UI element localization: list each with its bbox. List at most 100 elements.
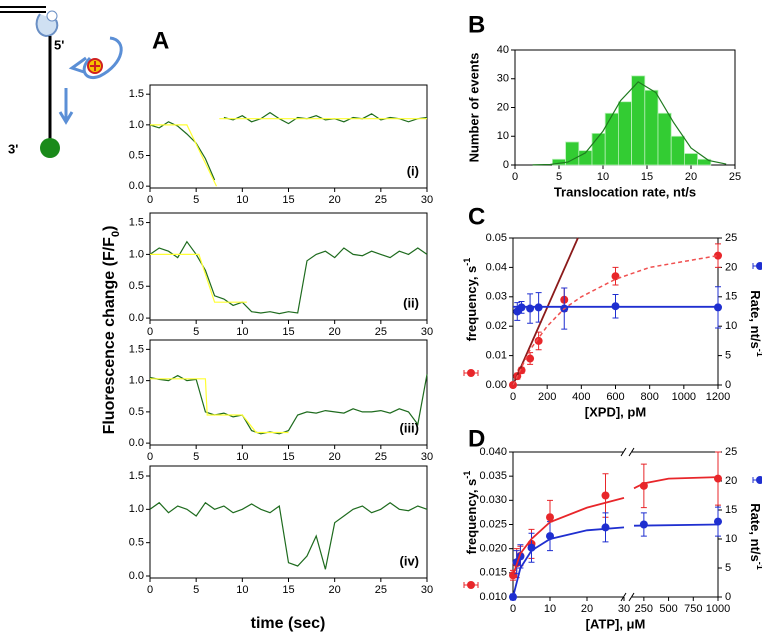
data-point — [639, 520, 648, 529]
y-axis-title-part: 0 — [110, 231, 122, 237]
series-line — [149, 240, 428, 315]
x-tick-label: 25 — [375, 326, 387, 338]
y-axis-title: frequency, s-1 — [462, 258, 479, 342]
x-tick-label: 20 — [329, 194, 341, 206]
y-tick-label: 1.0 — [129, 503, 144, 515]
y2-tick-label: 10 — [725, 533, 737, 545]
histogram-bar — [644, 89, 659, 166]
x-tick-label: 20 — [329, 326, 341, 338]
y-tick-label: 0.010 — [479, 591, 507, 603]
data-point — [601, 491, 610, 500]
y-tick-label: 1.0 — [129, 248, 144, 260]
x-tick-label: 250 — [635, 603, 653, 615]
x-tick-label: 5 — [193, 451, 199, 463]
x-tick-label: 200 — [538, 391, 556, 403]
data-point — [714, 251, 722, 260]
y-axis-title-part: frequency, s — [464, 479, 479, 555]
x-tick-label: 5 — [193, 326, 199, 338]
y-tick-label: 30 — [497, 73, 509, 85]
x-tick-label: 0 — [510, 603, 516, 615]
x-tick-label: 30 — [618, 603, 630, 615]
x-tick-label: 15 — [282, 584, 294, 596]
bead — [40, 138, 60, 158]
y2-tick-label: 15 — [725, 291, 737, 303]
y-tick-label: 1.5 — [129, 343, 144, 355]
y-tick-label: 0.5 — [129, 406, 144, 418]
y-tick-label: 0.5 — [129, 280, 144, 292]
x-tick-label: 10 — [236, 194, 248, 206]
histogram-bar — [657, 112, 672, 166]
axis-break — [620, 447, 635, 602]
direction-arrow — [58, 88, 74, 125]
y-tick-label: 40 — [497, 44, 509, 56]
x-tick-label: 10 — [236, 326, 248, 338]
panel-annotation: (i) — [407, 163, 419, 178]
y2-axis-title-part: Rate, nt/s — [748, 290, 762, 349]
x-tick-label: 10 — [236, 451, 248, 463]
y2-tick-label: 25 — [725, 446, 737, 458]
y-tick-label: 0.0 — [129, 437, 144, 449]
histogram-bar — [670, 135, 685, 166]
x-tick-label: 5 — [556, 171, 562, 183]
x-tick-label: 20 — [329, 451, 341, 463]
x-tick-label: 15 — [282, 326, 294, 338]
x-tick-label: 0 — [147, 584, 153, 596]
y2-tick-label: 0 — [725, 591, 731, 603]
series-line — [532, 81, 727, 166]
axis-frame — [149, 84, 428, 189]
y-tick-label: 0.03 — [486, 291, 507, 303]
x-tick-label: 0 — [147, 451, 153, 463]
y-tick-label: 1.5 — [129, 88, 144, 100]
five-prime: 5' — [54, 37, 64, 52]
anchor — [46, 10, 58, 22]
series-line — [633, 523, 719, 527]
x-tick-label: 10 — [236, 584, 248, 596]
x-tick-label: 10 — [544, 603, 556, 615]
x-tick-label: 15 — [282, 194, 294, 206]
three-prime: 3' — [8, 141, 18, 156]
y-axis-title: Fluorescence change (F/F0) — [101, 226, 122, 435]
x-tick-label: 15 — [282, 451, 294, 463]
x-tick-label: 15 — [641, 171, 653, 183]
panel-label: D — [468, 425, 485, 452]
y2-tick-label: 20 — [725, 261, 737, 273]
y-tick-label: 0.015 — [479, 567, 507, 579]
x-tick-label: 1000 — [672, 391, 696, 403]
y2-tick-label: 20 — [725, 475, 737, 487]
y-axis-title: Number of events — [466, 53, 481, 163]
x-tick-label: 25 — [729, 171, 741, 183]
x-tick-label: 25 — [375, 451, 387, 463]
y-tick-label: 0.035 — [479, 470, 507, 482]
panel-annotation: (iii) — [400, 420, 420, 435]
y-axis-title-part: -1 — [462, 471, 472, 479]
y-tick-label: 10 — [497, 130, 509, 142]
panel-label: A — [152, 27, 169, 54]
series-line — [149, 501, 428, 570]
y-tick-label: 1.0 — [129, 119, 144, 131]
histogram-bar — [604, 112, 619, 166]
x-tick-label: 5 — [193, 194, 199, 206]
x-tick-label: 0 — [510, 391, 516, 403]
x-tick-label: 0 — [147, 194, 153, 206]
y2-axis-title-part: Rate, nt/s — [748, 503, 762, 562]
x-tick-label: 25 — [375, 584, 387, 596]
x-tick-label: 800 — [640, 391, 658, 403]
series-line — [512, 526, 625, 598]
y-tick-label: 0.030 — [479, 494, 507, 506]
x-tick-label: 10 — [597, 171, 609, 183]
data-point — [526, 304, 535, 313]
y-tick-label: 0.5 — [129, 149, 144, 161]
helicase-arrow — [82, 36, 123, 79]
series-line — [150, 118, 427, 187]
series-line — [149, 374, 428, 435]
y2-axis-title: Rate, nt/s-1 — [748, 290, 762, 357]
data-point — [526, 354, 535, 363]
series-line — [512, 254, 719, 386]
x-tick-label: 30 — [421, 584, 433, 596]
y2-tick-label: 10 — [725, 320, 737, 332]
x-tick-label: 30 — [421, 326, 433, 338]
y2-axis-title: Rate, nt/s-1 — [748, 503, 762, 570]
x-tick-label: 25 — [375, 194, 387, 206]
y-tick-label: 0.5 — [129, 537, 144, 549]
y-tick-label: 20 — [497, 101, 509, 113]
